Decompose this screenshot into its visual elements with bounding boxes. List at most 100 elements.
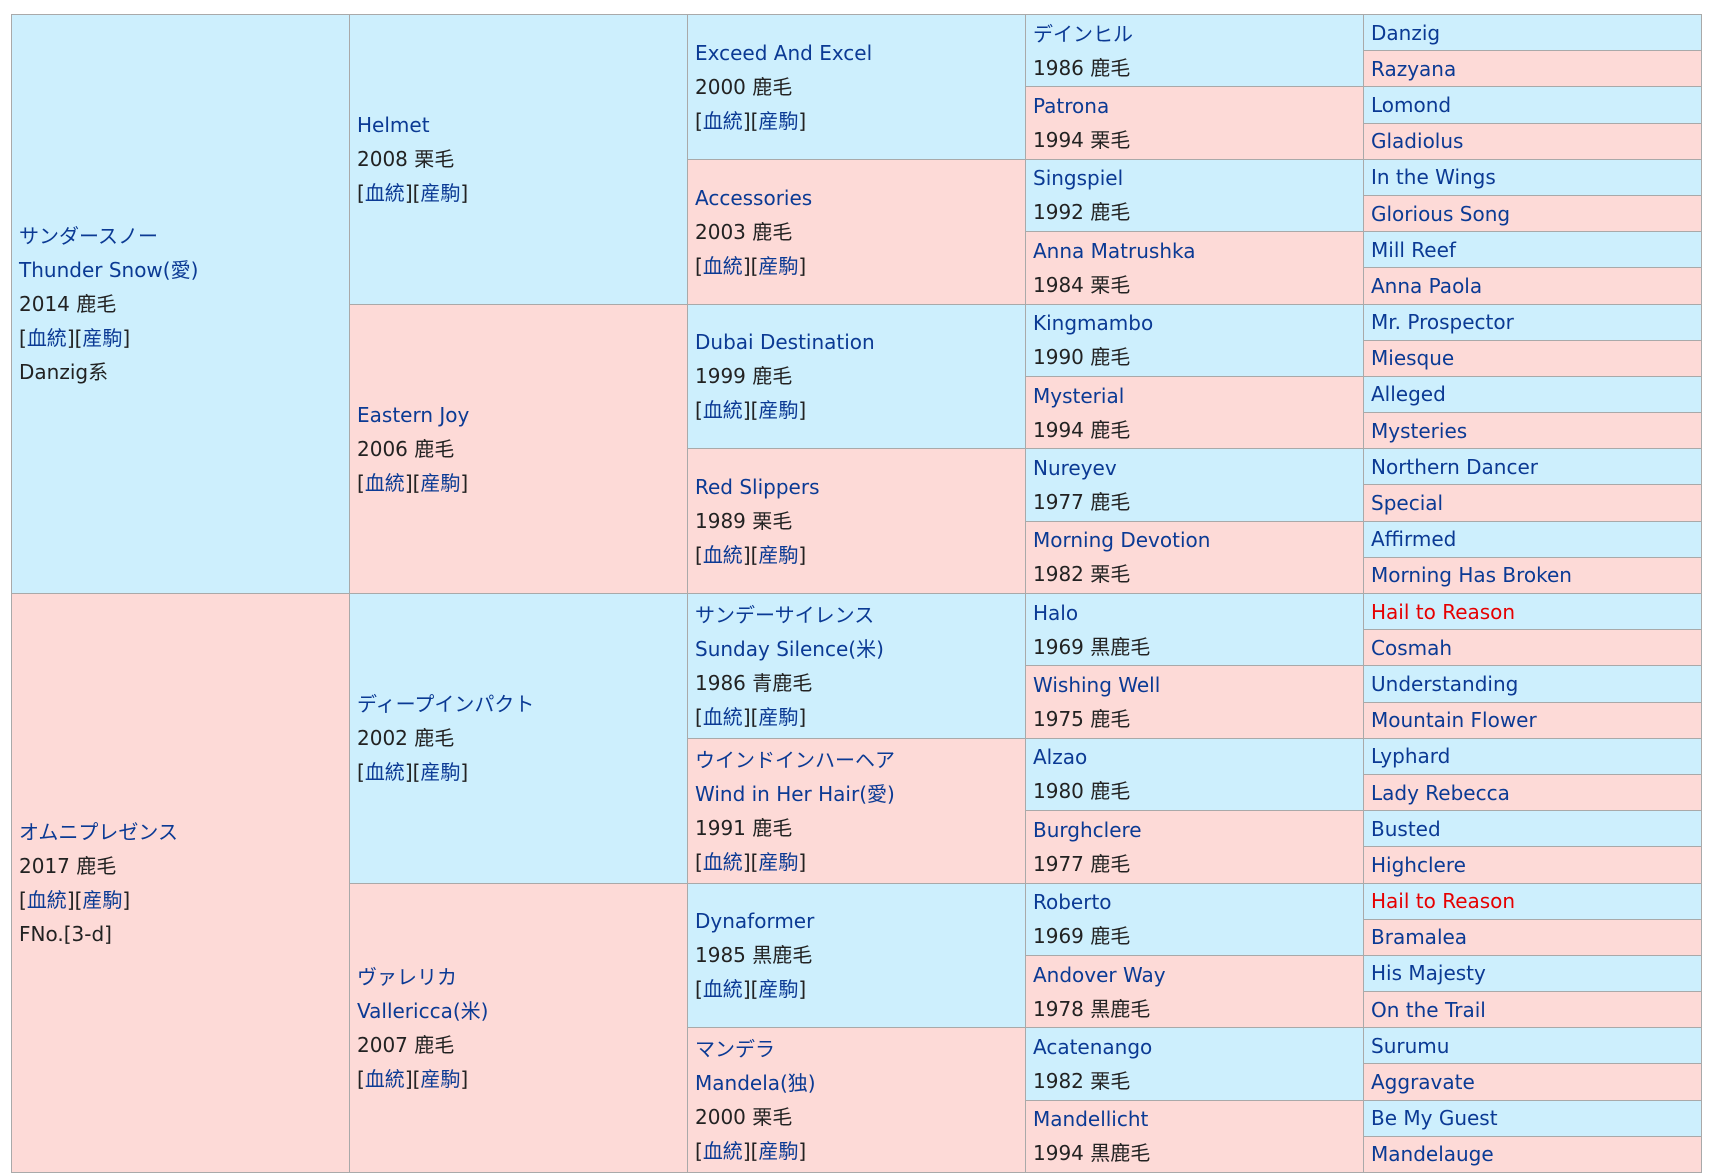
horse-name[interactable]: Anna Paola bbox=[1371, 273, 1483, 298]
horse-name[interactable]: Anna Matrushka bbox=[1033, 238, 1196, 263]
horse-name[interactable]: Hail to Reason bbox=[1371, 889, 1516, 914]
horse-name[interactable]: Razyana bbox=[1371, 56, 1457, 81]
horse-name[interactable]: Surumu bbox=[1371, 1033, 1450, 1058]
horse-name[interactable]: Hail to Reason bbox=[1371, 599, 1516, 624]
horse-name[interactable]: Accessories bbox=[695, 185, 813, 210]
horse-name[interactable]: Mysteries bbox=[1371, 418, 1468, 443]
horse-name[interactable]: His Majesty bbox=[1371, 961, 1486, 986]
horse-name[interactable]: Lyphard bbox=[1371, 744, 1451, 769]
horse-name[interactable]: Mill Reef bbox=[1371, 237, 1456, 262]
horse-name[interactable]: Miesque bbox=[1371, 346, 1455, 371]
horse-name[interactable]: Wishing Well bbox=[1033, 673, 1161, 698]
progeny-link[interactable]: 産駒 bbox=[82, 326, 123, 350]
progeny-link[interactable]: 産駒 bbox=[420, 181, 461, 206]
pedigree-link[interactable]: 血統 bbox=[702, 849, 743, 874]
pedigree-link[interactable]: 血統 bbox=[364, 470, 405, 495]
horse-name[interactable]: Andover Way bbox=[1033, 962, 1166, 987]
horse-name[interactable]: Mr. Prospector bbox=[1371, 310, 1514, 335]
pedigree-link[interactable]: 血統 bbox=[364, 760, 405, 785]
horse-name-en[interactable]: Wind in Her Hair(愛) bbox=[695, 781, 895, 806]
pedigree-link[interactable]: 血統 bbox=[702, 977, 743, 1002]
horse-name[interactable]: Patrona bbox=[1033, 94, 1110, 119]
horse-name[interactable]: Red Slippers bbox=[695, 475, 820, 500]
horse-name[interactable]: Roberto bbox=[1033, 890, 1112, 915]
horse-name[interactable]: Understanding bbox=[1371, 671, 1519, 696]
horse-name-jp[interactable]: オムニプレゼンス bbox=[19, 820, 178, 844]
horse-name[interactable]: Halo bbox=[1033, 600, 1079, 625]
pedigree-link[interactable]: 血統 bbox=[364, 1066, 405, 1091]
horse-name[interactable]: Busted bbox=[1371, 816, 1441, 841]
pedigree-link[interactable]: 血統 bbox=[702, 253, 743, 278]
horse-name[interactable]: Mandelauge bbox=[1371, 1142, 1494, 1167]
horse-name[interactable]: Mysterial bbox=[1033, 383, 1125, 408]
horse-name-jp[interactable]: ヴァレリカ bbox=[357, 964, 457, 989]
progeny-link[interactable]: 産駒 bbox=[758, 1139, 799, 1164]
horse-name[interactable]: In the Wings bbox=[1371, 165, 1496, 190]
horse-name[interactable]: Burghclere bbox=[1033, 817, 1142, 842]
gen5-sire-cell: Affirmed bbox=[1363, 520, 1702, 558]
pedigree-link[interactable]: 血統 bbox=[702, 704, 743, 729]
horse-name[interactable]: Alzao bbox=[1033, 745, 1088, 770]
gen5-sire-cell: Alleged bbox=[1363, 375, 1702, 414]
pedigree-link[interactable]: 血統 bbox=[702, 108, 743, 133]
horse-name-jp[interactable]: ウインドインハーヘア bbox=[695, 747, 895, 772]
progeny-link[interactable]: 産駒 bbox=[758, 849, 799, 874]
progeny-link[interactable]: 産駒 bbox=[758, 108, 799, 133]
progeny-link[interactable]: 産駒 bbox=[420, 470, 461, 495]
horse-name[interactable]: Nureyev bbox=[1033, 455, 1117, 480]
horse-name[interactable]: Be My Guest bbox=[1371, 1106, 1498, 1131]
horse-name[interactable]: デインヒル bbox=[1033, 21, 1133, 46]
horse-name[interactable]: Dubai Destination bbox=[695, 330, 875, 355]
horse-name-jp[interactable]: マンデラ bbox=[695, 1037, 775, 1062]
horse-name[interactable]: Morning Devotion bbox=[1033, 528, 1211, 553]
pedigree-link[interactable]: 血統 bbox=[364, 181, 405, 206]
horse-name[interactable]: Mountain Flower bbox=[1371, 708, 1537, 733]
progeny-link[interactable]: 産駒 bbox=[758, 398, 799, 423]
horse-name[interactable]: Glorious Song bbox=[1371, 201, 1511, 226]
horse-name[interactable]: Dynaformer bbox=[695, 909, 815, 934]
horse-name[interactable]: Danzig bbox=[1371, 20, 1441, 45]
pedigree-link[interactable]: 血統 bbox=[702, 543, 743, 568]
horse-name[interactable]: Gladiolus bbox=[1371, 129, 1464, 154]
progeny-link[interactable]: 産駒 bbox=[420, 760, 461, 785]
pedigree-link[interactable]: 血統 bbox=[702, 398, 743, 423]
horse-name-en[interactable]: Vallericca(米) bbox=[357, 998, 489, 1023]
bracket: ][ bbox=[742, 108, 759, 133]
horse-name-en[interactable]: Sunday Silence(米) bbox=[695, 636, 884, 661]
horse-name[interactable]: Helmet bbox=[357, 113, 430, 138]
horse-name-jp[interactable]: サンデーサイレンス bbox=[695, 602, 875, 627]
horse-name[interactable]: Eastern Joy bbox=[357, 402, 470, 427]
progeny-link[interactable]: 産駒 bbox=[420, 1066, 461, 1091]
horse-name[interactable]: Mandellicht bbox=[1033, 1107, 1149, 1132]
progeny-link[interactable]: 産駒 bbox=[82, 888, 123, 912]
progeny-link[interactable]: 産駒 bbox=[758, 977, 799, 1002]
horse-name[interactable]: On the Trail bbox=[1371, 997, 1486, 1022]
horse-name[interactable]: Exceed And Excel bbox=[695, 40, 873, 65]
progeny-link[interactable]: 産駒 bbox=[758, 543, 799, 568]
horse-name[interactable]: Northern Dancer bbox=[1371, 454, 1539, 479]
horse-name[interactable]: Affirmed bbox=[1371, 527, 1457, 552]
progeny-link[interactable]: 産駒 bbox=[758, 253, 799, 278]
pedigree-link[interactable]: 血統 bbox=[26, 326, 67, 350]
horse-name[interactable]: Alleged bbox=[1371, 382, 1446, 407]
horse-name[interactable]: Special bbox=[1371, 491, 1444, 516]
horse-name[interactable]: Morning Has Broken bbox=[1371, 563, 1572, 588]
horse-name[interactable]: Kingmambo bbox=[1033, 311, 1154, 336]
pedigree-link[interactable]: 血統 bbox=[702, 1139, 743, 1164]
horse-name[interactable]: Singspiel bbox=[1033, 166, 1124, 191]
horse-name-jp[interactable]: サンダースノー bbox=[19, 224, 158, 248]
horse-name[interactable]: Acatenango bbox=[1033, 1034, 1153, 1059]
horse-name[interactable]: Bramalea bbox=[1371, 925, 1468, 950]
horse-name[interactable]: Cosmah bbox=[1371, 635, 1453, 660]
horse-name-en[interactable]: Thunder Snow(愛) bbox=[19, 258, 199, 282]
horse-name[interactable]: ディープインパクト bbox=[357, 692, 535, 717]
horse-name-en[interactable]: Mandela(独) bbox=[695, 1071, 816, 1096]
progeny-link[interactable]: 産駒 bbox=[758, 704, 799, 729]
horse-name[interactable]: Highclere bbox=[1371, 852, 1466, 877]
pedigree-row: Special bbox=[12, 484, 1702, 522]
horse-name[interactable]: Aggravate bbox=[1371, 1070, 1475, 1095]
horse-name[interactable]: Lady Rebecca bbox=[1371, 780, 1510, 805]
horse-name[interactable]: Lomond bbox=[1371, 92, 1452, 117]
links-row: [血統][産駒] bbox=[695, 538, 1018, 572]
pedigree-link[interactable]: 血統 bbox=[26, 888, 67, 912]
